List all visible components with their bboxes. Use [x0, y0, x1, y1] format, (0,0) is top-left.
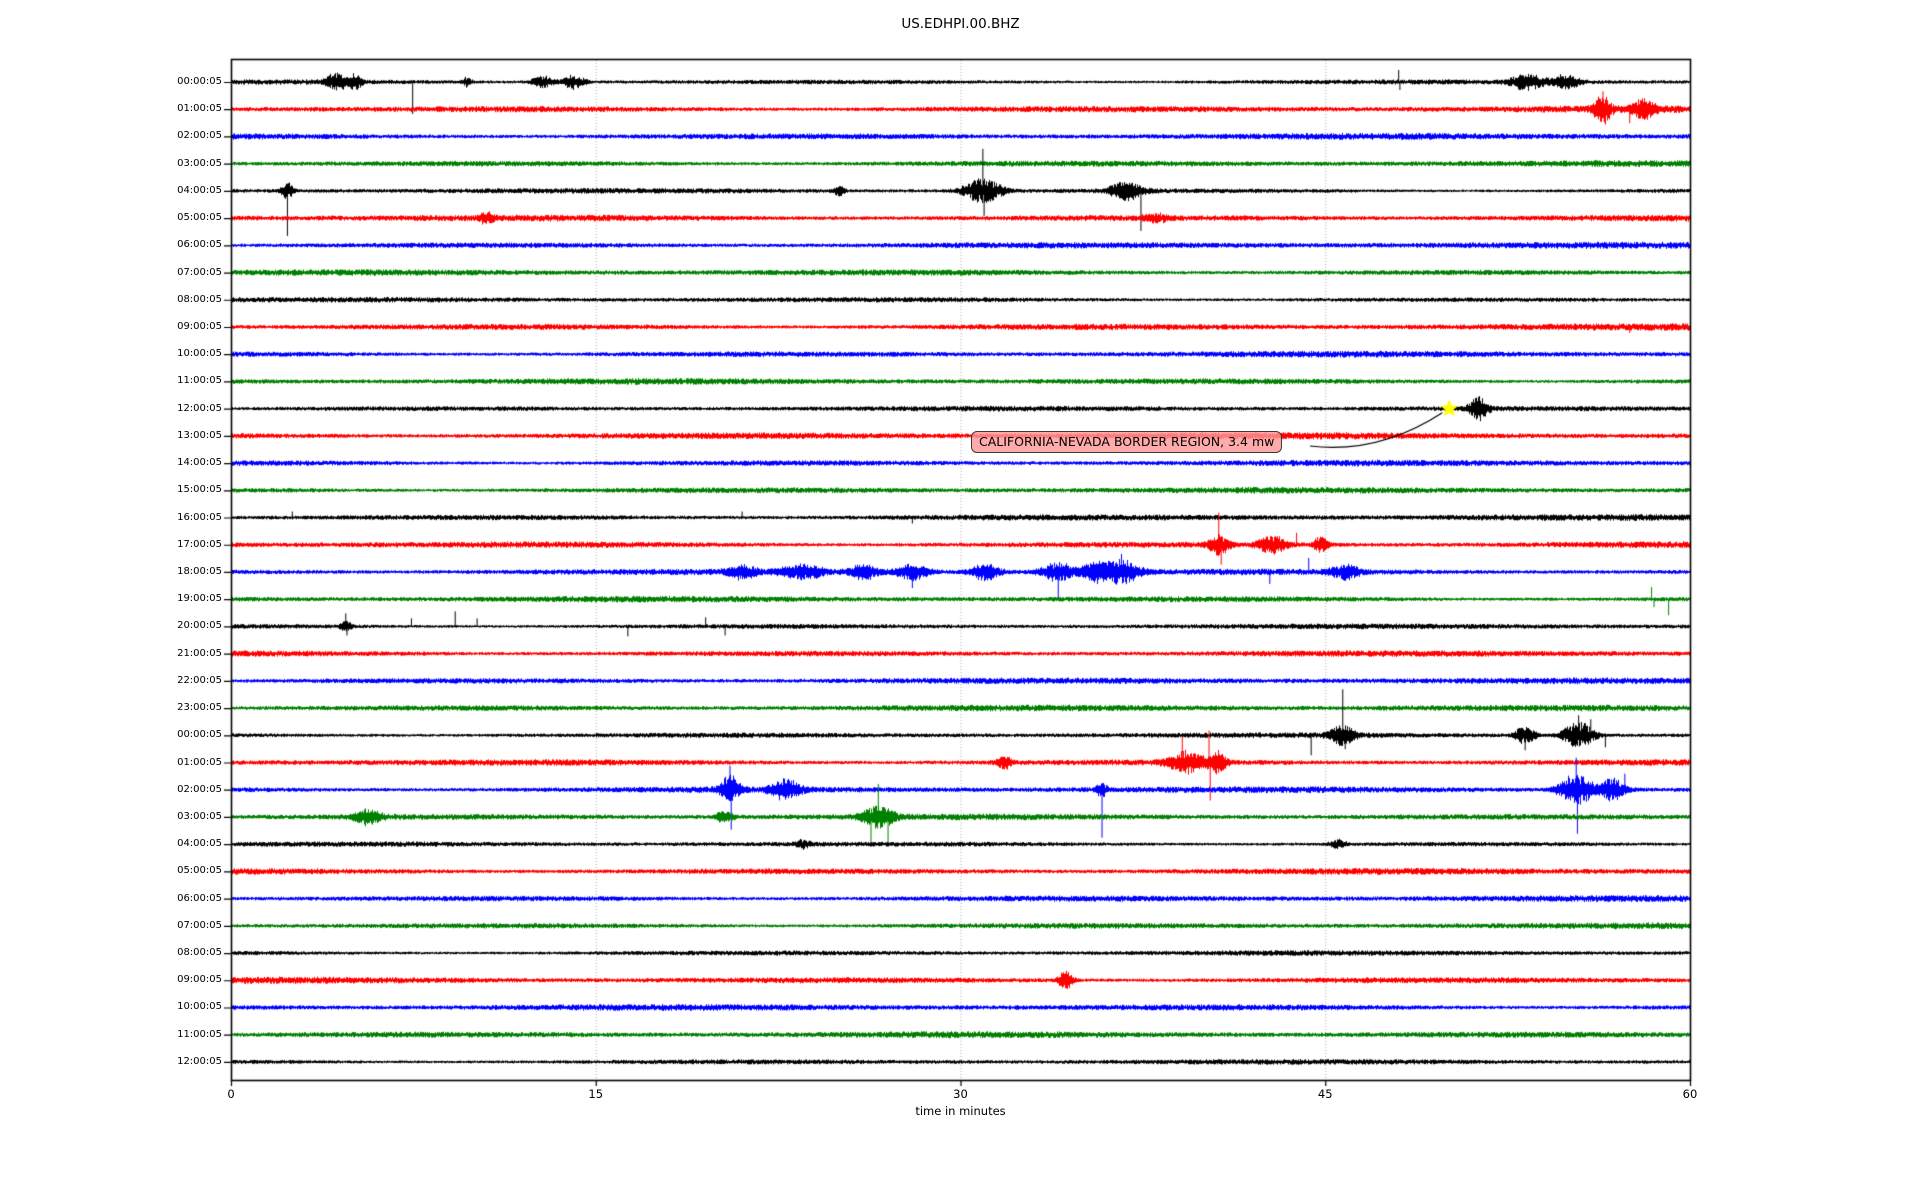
- y-axis-label: 22:00:05: [177, 674, 222, 686]
- y-axis-label: 00:00:05: [177, 76, 222, 87]
- y-axis-label: 07:00:05: [177, 266, 222, 278]
- y-axis-label: 10:00:05: [177, 1001, 222, 1013]
- y-axis-label: 02:00:05: [177, 130, 222, 142]
- y-axis-label: 18:00:05: [177, 565, 222, 577]
- y-axis-label: 07:00:05: [177, 919, 222, 931]
- y-axis-label: 11:00:05: [177, 1028, 222, 1040]
- y-axis-label: 04:00:05: [177, 838, 222, 850]
- y-axis-label: 02:00:05: [177, 783, 222, 795]
- x-tick-label: 45: [1317, 1087, 1333, 1101]
- y-axis-label: 09:00:05: [177, 320, 222, 332]
- y-axis-label: 03:00:05: [177, 157, 222, 169]
- y-axis-label: 16:00:05: [177, 511, 222, 523]
- y-axis-label: 00:00:05: [177, 729, 222, 741]
- y-axis-label: 14:00:05: [177, 457, 222, 469]
- y-axis-label: 03:00:05: [177, 810, 222, 822]
- x-tick-label: 0: [227, 1087, 235, 1101]
- y-axis-label: 01:00:05: [177, 103, 222, 115]
- y-axis-label: 09:00:05: [177, 974, 222, 986]
- y-axis-label: 20:00:05: [177, 620, 222, 632]
- y-axis-label: 06:00:05: [177, 892, 222, 904]
- y-axis-label: 23:00:05: [177, 702, 222, 714]
- y-axis-label: 04:00:05: [177, 184, 222, 196]
- y-axis-label: 19:00:05: [177, 593, 222, 605]
- event-annotation-label: CALIFORNIA-NEVADA BORDER REGION, 3.4 mw: [971, 431, 1283, 453]
- y-axis-label: 11:00:05: [177, 375, 222, 387]
- y-axis-label: 17:00:05: [177, 538, 222, 550]
- chart-title: US.EDHPI.00.BHZ: [901, 16, 1020, 32]
- y-axis-label: 05:00:05: [177, 212, 222, 224]
- x-axis-title: time in minutes: [915, 1104, 1006, 1118]
- y-axis-label: 12:00:05: [177, 1055, 222, 1067]
- x-tick-label: 15: [588, 1087, 604, 1101]
- y-axis-label: 21:00:05: [177, 647, 222, 659]
- x-tick-label: 60: [1682, 1087, 1698, 1101]
- y-axis-label: 08:00:05: [177, 947, 222, 959]
- y-axis-label: 05:00:05: [177, 865, 222, 877]
- y-axis-label: 12:00:05: [177, 402, 222, 414]
- y-axis-label: 06:00:05: [177, 239, 222, 251]
- y-axis-label: 08:00:05: [177, 293, 222, 305]
- y-axis-label: 10:00:05: [177, 348, 222, 360]
- y-axis-label: 15:00:05: [177, 484, 222, 496]
- y-axis-label: 13:00:05: [177, 429, 222, 441]
- x-tick-label: 30: [953, 1087, 968, 1101]
- y-axis-label: 01:00:05: [177, 756, 222, 768]
